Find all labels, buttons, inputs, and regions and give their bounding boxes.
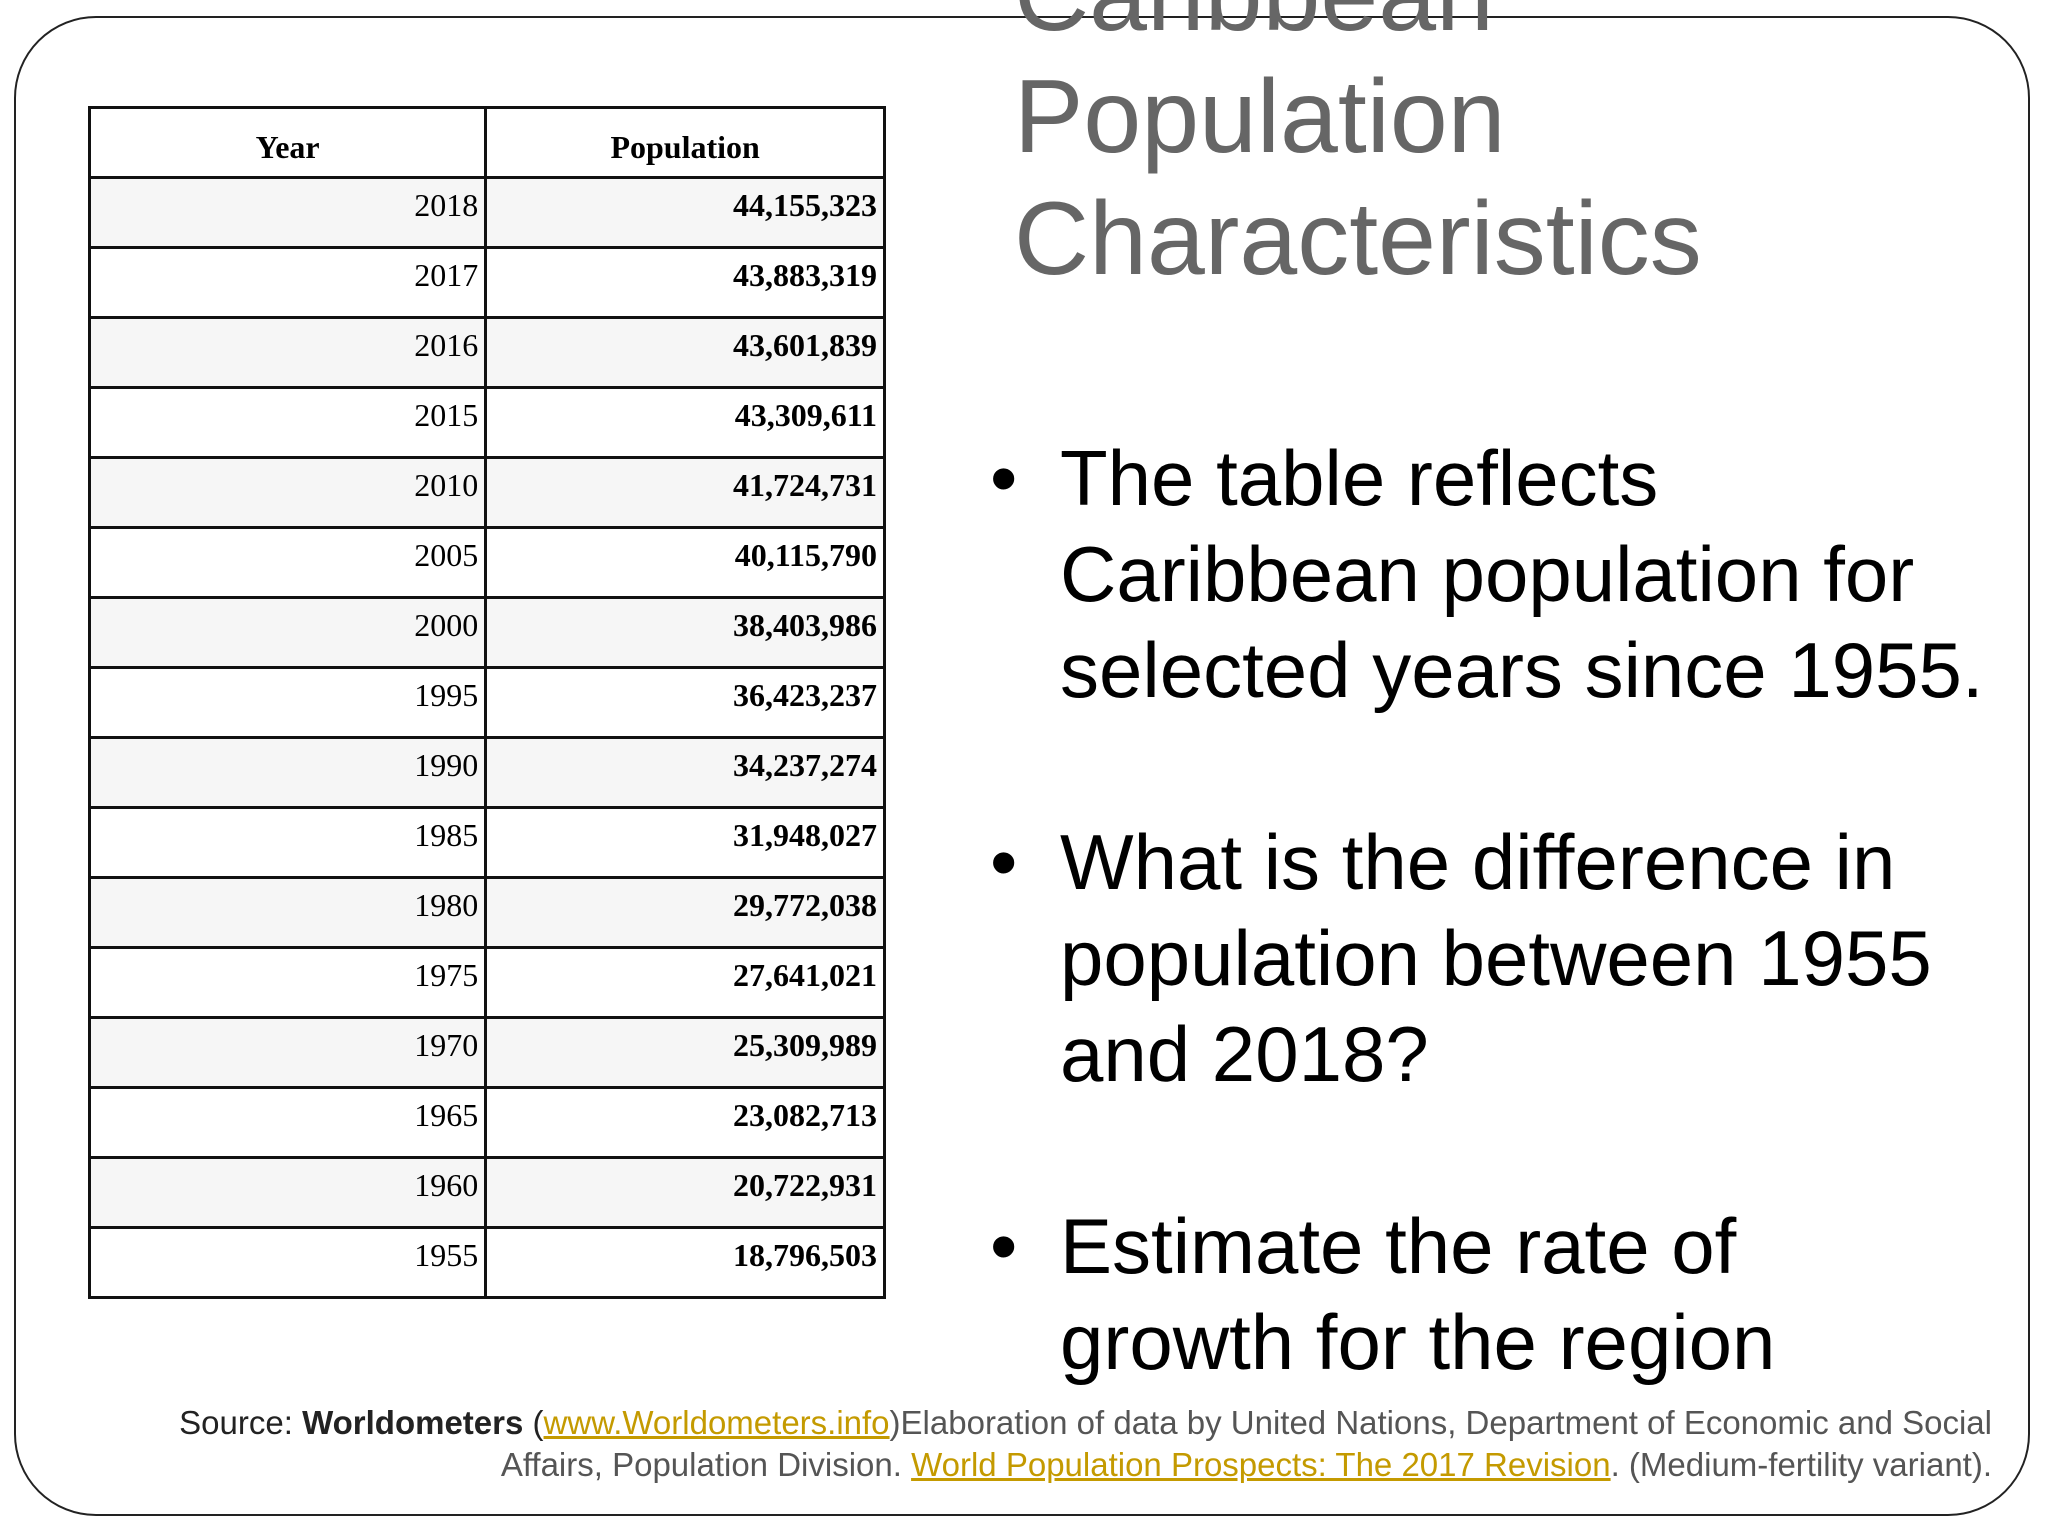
source-citation: Source: Worldometers (www.Worldometers.i… xyxy=(100,1402,1992,1486)
bullet-icon: • xyxy=(990,818,1018,906)
year-cell: 2000 xyxy=(87,596,488,669)
bullet-icon: • xyxy=(990,1202,1018,1290)
population-cell: 43,883,319 xyxy=(484,246,886,319)
population-cell: 34,237,274 xyxy=(484,736,886,809)
source-line-1: Source: Worldometers (www.Worldometers.i… xyxy=(100,1402,1992,1444)
population-cell: 29,772,038 xyxy=(484,876,886,949)
source-open-paren: ( xyxy=(523,1404,544,1441)
bullet-text: What is the difference in population bet… xyxy=(1060,818,1932,1098)
bullet-text: The table reflects Caribbean population … xyxy=(1060,434,1984,714)
year-cell: 1955 xyxy=(87,1226,488,1299)
bullet-icon: • xyxy=(990,434,1018,522)
year-cell: 2015 xyxy=(87,386,488,459)
population-column-header: Population xyxy=(484,106,886,179)
population-cell: 41,724,731 xyxy=(484,456,886,529)
year-cell: 2018 xyxy=(87,176,488,249)
source-label: Source: xyxy=(179,1404,303,1441)
population-cell: 44,155,323 xyxy=(484,176,886,249)
table-row: 1955 18,796,503 xyxy=(87,1226,886,1299)
table-row: 1970 25,309,989 xyxy=(87,1016,886,1089)
year-cell: 1985 xyxy=(87,806,488,879)
table-row: 1995 36,423,237 xyxy=(87,666,886,739)
population-cell: 20,722,931 xyxy=(484,1156,886,1229)
table-row: 2000 38,403,986 xyxy=(87,596,886,669)
table-row: 2018 44,155,323 xyxy=(87,176,886,249)
year-cell: 1990 xyxy=(87,736,488,809)
title-line-2: Population xyxy=(1014,59,1506,175)
year-cell: 1975 xyxy=(87,946,488,1019)
population-cell: 36,423,237 xyxy=(484,666,886,739)
title-line-3: Characteristics xyxy=(1014,181,1702,297)
year-cell: 1995 xyxy=(87,666,488,739)
population-table: Year Population 2018 44,155,323 2017 43,88… xyxy=(87,106,886,1299)
source-line-2: Affairs, Population Division. World Popu… xyxy=(100,1444,1992,1486)
population-cell: 43,309,611 xyxy=(484,386,886,459)
year-cell: 1965 xyxy=(87,1086,488,1159)
population-cell: 27,641,021 xyxy=(484,946,886,1019)
table-row: 1975 27,641,021 xyxy=(87,946,886,1019)
population-cell: 43,601,839 xyxy=(484,316,886,389)
population-cell: 18,796,503 xyxy=(484,1226,886,1299)
table-row: 2015 43,309,611 xyxy=(87,386,886,459)
year-column-header: Year xyxy=(87,106,488,179)
table-row: 1980 29,772,038 xyxy=(87,876,886,949)
slide-title: Caribbean Population Characteristics xyxy=(1014,0,1974,300)
table-row: 1960 20,722,931 xyxy=(87,1156,886,1229)
year-cell: 2005 xyxy=(87,526,488,599)
table-row: 2005 40,115,790 xyxy=(87,526,886,599)
year-cell: 2010 xyxy=(87,456,488,529)
bullet-item: • The table reflects Caribbean populatio… xyxy=(990,430,1990,718)
table-row: 2010 41,724,731 xyxy=(87,456,886,529)
table-row: 2016 43,601,839 xyxy=(87,316,886,389)
year-cell: 2016 xyxy=(87,316,488,389)
source-org: Worldometers xyxy=(302,1404,524,1441)
table-row: 1985 31,948,027 xyxy=(87,806,886,879)
bullet-text: Estimate the rate of growth for the regi… xyxy=(1060,1202,1776,1386)
table-row: 2017 43,883,319 xyxy=(87,246,886,319)
title-line-1: Caribbean xyxy=(1014,0,1974,56)
population-cell: 31,948,027 xyxy=(484,806,886,879)
bullet-item: • Estimate the rate of growth for the re… xyxy=(990,1198,1990,1390)
worldometers-link[interactable]: www.Worldometers.info xyxy=(543,1404,890,1441)
year-cell: 2017 xyxy=(87,246,488,319)
wpp-revision-link[interactable]: World Population Prospects: The 2017 Rev… xyxy=(911,1446,1611,1483)
population-cell: 38,403,986 xyxy=(484,596,886,669)
table-header-row: Year Population xyxy=(87,106,886,179)
source-line2-prefix: Affairs, Population Division. xyxy=(500,1446,912,1483)
bullet-item: • What is the difference in population b… xyxy=(990,814,1990,1102)
population-cell: 23,082,713 xyxy=(484,1086,886,1159)
table-row: 1990 34,237,274 xyxy=(87,736,886,809)
population-cell: 25,309,989 xyxy=(484,1016,886,1089)
population-cell: 40,115,790 xyxy=(484,526,886,599)
year-cell: 1980 xyxy=(87,876,488,949)
source-elaboration: )Elaboration of data by United Nations, … xyxy=(889,1404,1992,1441)
table-row: 1965 23,082,713 xyxy=(87,1086,886,1159)
year-cell: 1970 xyxy=(87,1016,488,1089)
bullet-list: • The table reflects Caribbean populatio… xyxy=(990,430,1990,1486)
year-cell: 1960 xyxy=(87,1156,488,1229)
source-line2-suffix: . (Medium-fertility variant). xyxy=(1610,1446,1992,1483)
